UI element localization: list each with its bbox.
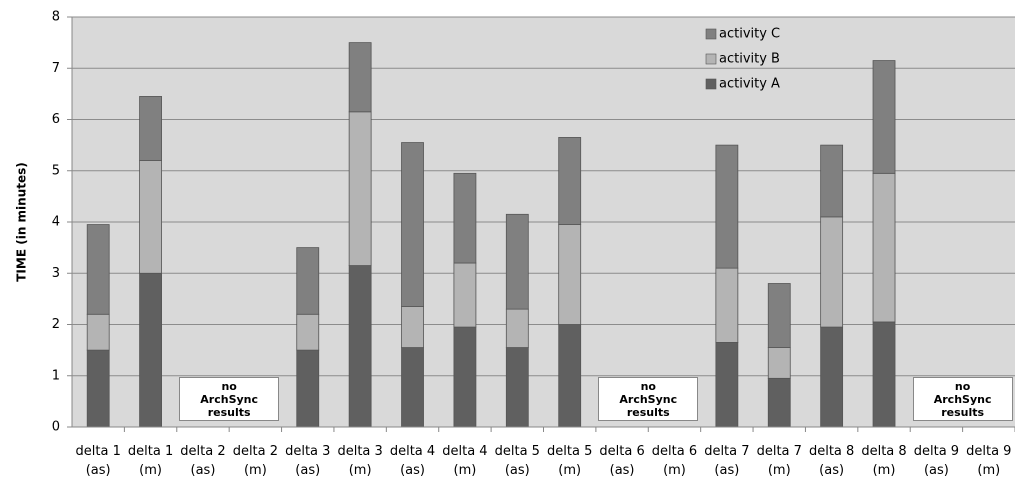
bar-segment	[348, 111, 372, 266]
bar-segment	[401, 347, 424, 428]
bar-segment	[505, 308, 529, 348]
y-tick-label: 1	[52, 368, 60, 383]
bar-segment	[767, 377, 791, 428]
bar-segment	[139, 272, 162, 428]
legend-swatch	[705, 53, 717, 65]
bar-segment	[348, 265, 372, 428]
bar-segment	[296, 313, 320, 351]
bar-segment	[872, 172, 896, 323]
x-tick-label: delta 8 (as)	[808, 444, 855, 478]
x-tick-label: delta 7 (m)	[756, 444, 802, 478]
bar-segment	[872, 321, 896, 428]
bar-segment	[453, 172, 477, 264]
y-tick-label: 5	[52, 163, 60, 178]
y-tick-label: 8	[52, 10, 60, 25]
x-tick-label: delta 9 (m)	[966, 444, 1012, 478]
legend-label: activity B	[719, 52, 780, 67]
x-tick-label: delta 7 (as)	[704, 444, 750, 478]
x-tick-label: delta 6 (m)	[651, 444, 698, 478]
x-tick-label: delta 6 (as)	[599, 444, 645, 478]
y-tick-label: 4	[52, 215, 60, 230]
x-tick-label: delta 9 (as)	[913, 444, 960, 478]
legend-label: activity A	[719, 77, 780, 92]
bar-segment	[767, 283, 791, 348]
y-tick-label: 2	[52, 317, 60, 332]
x-tick-label: delta 4 (m)	[442, 444, 488, 478]
bar-segment	[348, 42, 372, 113]
x-tick-label: delta 1 (m)	[127, 444, 174, 478]
bar-segment	[558, 324, 582, 428]
bar-segment	[401, 306, 424, 348]
y-tick-label: 0	[52, 420, 60, 435]
y-tick-label: 7	[52, 61, 60, 76]
bar-segment	[505, 347, 529, 428]
bar-segment	[86, 224, 110, 315]
bar-segment	[139, 96, 162, 161]
y-axis-label: TIME (in minutes)	[15, 162, 29, 282]
legend-label: activity C	[719, 27, 780, 42]
x-tick-label: delta 4 (as)	[389, 444, 436, 478]
annotation: no ArchSync results	[598, 377, 699, 421]
x-tick-label: delta 3 (m)	[337, 444, 383, 478]
bar-segment	[558, 137, 582, 225]
bar-segment	[453, 326, 477, 428]
y-tick-label: 3	[52, 266, 60, 281]
bar-segment	[401, 142, 424, 307]
legend-swatch	[705, 78, 717, 90]
bar-segment	[820, 326, 844, 428]
x-tick-label: delta 5 (as)	[494, 444, 540, 478]
x-tick-label: delta 3 (as)	[285, 444, 331, 478]
y-tick-label: 6	[52, 112, 60, 127]
x-tick-label: delta 2 (as)	[180, 444, 226, 478]
legend-swatch	[705, 28, 717, 40]
x-tick-label: delta 8 (m)	[861, 444, 907, 478]
x-tick-label: delta 5 (m)	[547, 444, 593, 478]
x-tick-label: delta 1 (as)	[75, 444, 121, 478]
bar-segment	[296, 349, 320, 428]
bar-segment	[296, 247, 320, 315]
annotation: no ArchSync results	[179, 377, 280, 421]
bar-segment	[715, 144, 739, 269]
x-tick-label: delta 2 (m)	[232, 444, 279, 478]
bar-segment	[767, 347, 791, 379]
bar-segment	[139, 160, 162, 274]
bar-segment	[86, 313, 110, 351]
bar-segment	[505, 213, 529, 310]
bar-segment	[715, 342, 739, 428]
bar-segment	[558, 224, 582, 325]
bar-segment	[453, 262, 477, 328]
bar-segment	[872, 60, 896, 174]
annotation: no ArchSync results	[912, 377, 1013, 421]
bar-segment	[86, 349, 110, 428]
bar-segment	[715, 267, 739, 343]
bar-segment	[820, 144, 844, 218]
bar-segment	[820, 216, 844, 328]
